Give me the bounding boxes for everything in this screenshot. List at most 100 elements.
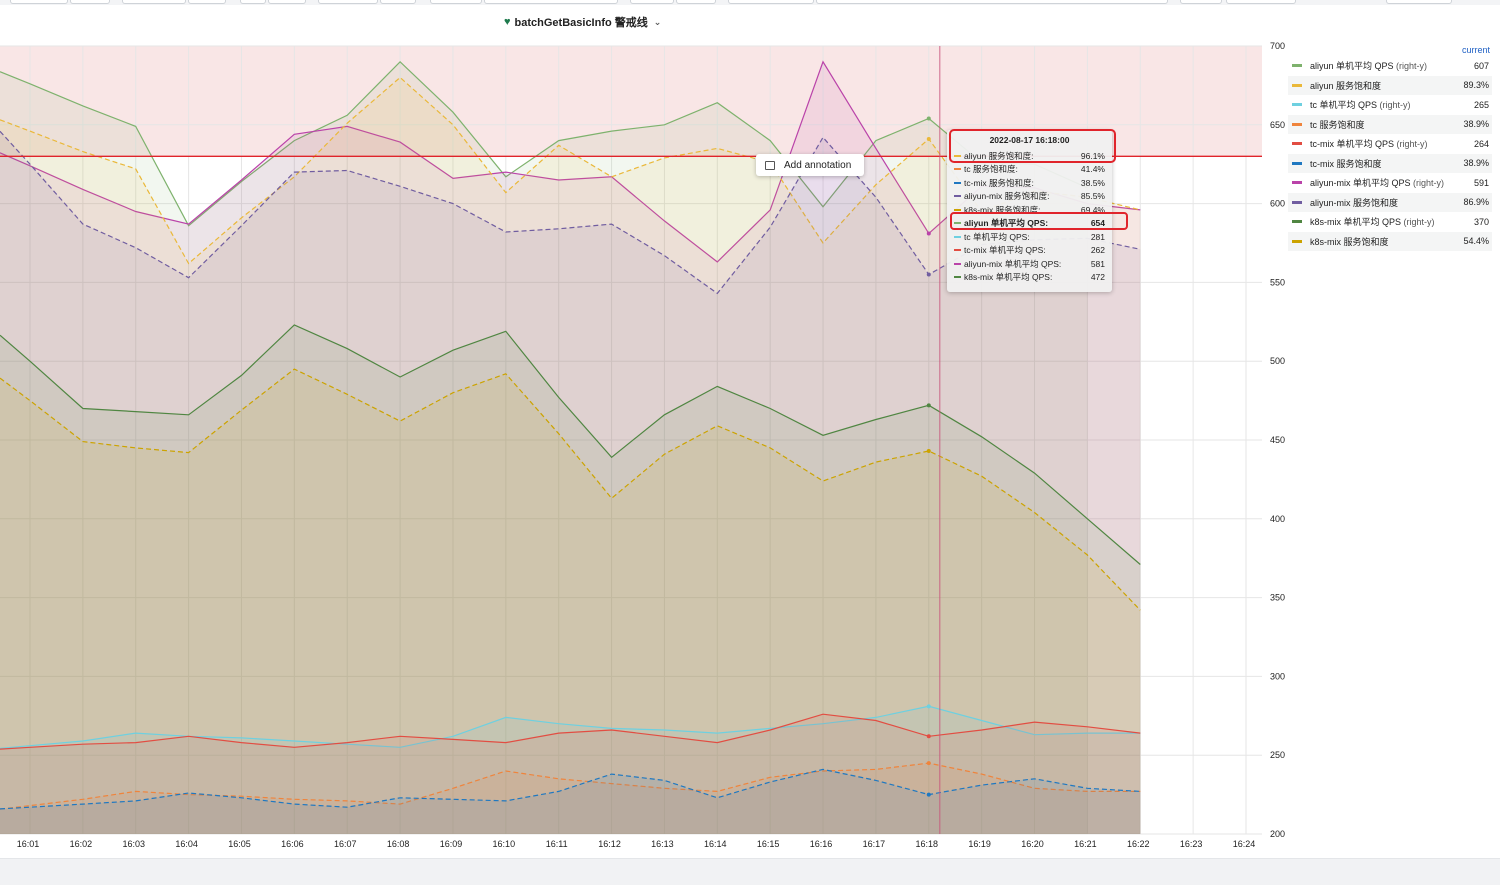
legend-item-name: k8s-mix 服务饱和度: [1310, 235, 1463, 248]
right-y-tick-label: 700: [1270, 41, 1285, 51]
legend: current aliyun 单机平均 QPS (right-y) 607 aliy…: [1288, 40, 1492, 251]
series-line: [0, 713, 1141, 750]
toolbar-field[interactable]: [630, 0, 674, 4]
tooltip-series-name: aliyun-mix 服务饱和度:: [964, 191, 1050, 202]
toolbar-field[interactable]: [1226, 0, 1296, 4]
tooltip-swatch: [954, 195, 961, 198]
toolbar-field[interactable]: [70, 0, 110, 4]
legend-item[interactable]: aliyun-mix 单机平均 QPS (right-y) 591: [1288, 173, 1492, 193]
tooltip-series-value: 96.1%: [1080, 150, 1105, 161]
tooltip-time: 2022-08-17 16:18:00: [989, 135, 1070, 145]
right-y-tick-label: 350: [1270, 593, 1285, 603]
legend-item[interactable]: aliyun-mix 服务饱和度 86.9%: [1288, 192, 1492, 212]
toolbar-field[interactable]: [816, 0, 1168, 4]
tooltip-swatch: [954, 276, 961, 279]
tooltip-series-name: tc 单机平均 QPS:: [964, 231, 1030, 242]
x-tick-label: 16:09: [440, 839, 463, 849]
right-y-tick-label: 550: [1270, 277, 1285, 287]
tooltip-row: tc 单机平均 QPS: 281: [947, 230, 1112, 244]
toolbar-field[interactable]: [10, 0, 68, 4]
series-area: [0, 769, 1141, 834]
legend-item-label: aliyun 单机平均 QPS: [1310, 61, 1394, 72]
legend-item[interactable]: tc-mix 服务饱和度 38.9%: [1288, 153, 1492, 173]
legend-item-value: 370: [1473, 216, 1489, 227]
toolbar-field[interactable]: [676, 0, 716, 4]
legend-item-label: aliyun-mix 服务饱和度: [1310, 197, 1399, 208]
legend-item[interactable]: k8s-mix 服务饱和度 54.4%: [1288, 231, 1492, 251]
tooltip-series-value: 472: [1090, 272, 1105, 283]
legend-swatch: [1292, 142, 1302, 146]
panel-title[interactable]: ♥ batchGetBasicInfo 警戒线 ⌄: [504, 14, 661, 30]
tooltip-series-value: 654: [1090, 218, 1105, 229]
x-tick-label: 16:08: [387, 839, 410, 849]
toolbar-field[interactable]: [484, 0, 618, 4]
legend-item[interactable]: aliyun 服务饱和度 89.3%: [1288, 75, 1492, 95]
toolbar-field[interactable]: [240, 0, 266, 4]
legend-item[interactable]: tc 单机平均 QPS (right-y) 265: [1288, 95, 1492, 115]
legend-swatch: [1292, 83, 1302, 87]
series-line: [0, 60, 1141, 263]
right-y-tick-label: 250: [1270, 750, 1285, 760]
add-annotation-button[interactable]: Add annotation: [756, 154, 864, 176]
legend-item-value: 54.4%: [1463, 236, 1489, 247]
series-area: [0, 714, 1141, 834]
x-tick-label: 16:03: [122, 839, 145, 849]
series-area: [0, 325, 1141, 834]
hover-point: [926, 403, 931, 408]
legend-item-value: 264: [1473, 138, 1489, 149]
toolbar-field[interactable]: [318, 0, 378, 4]
legend-item-value: 86.9%: [1463, 197, 1489, 208]
right-y-tick-label: 300: [1270, 671, 1285, 681]
toolbar-field[interactable]: [268, 0, 306, 4]
x-tick-label: 16:16: [810, 839, 833, 849]
legend-item-value: 265: [1473, 99, 1489, 110]
series-line: [0, 705, 1141, 749]
toolbar-field[interactable]: [122, 0, 186, 4]
tooltip-swatch: [954, 235, 961, 238]
tooltip-series-value: 85.5%: [1080, 191, 1105, 202]
right-y-tick-label: 600: [1270, 199, 1285, 209]
toolbar-field[interactable]: [1386, 0, 1452, 4]
legend-item-axis: (right-y): [1377, 100, 1411, 111]
toolbar-field[interactable]: [188, 0, 226, 4]
legend-item-label: k8s-mix 服务饱和度: [1310, 236, 1389, 247]
tooltip-swatch: [954, 181, 961, 184]
x-tick-label: 16:14: [704, 839, 727, 849]
tooltip-row: tc 服务饱和度: 41.4%: [947, 163, 1112, 177]
tooltip-swatch: [954, 154, 961, 157]
legend-item-axis: (right-y): [1394, 139, 1428, 150]
tooltip-series-name: tc-mix 单机平均 QPS:: [964, 245, 1046, 256]
tooltip-series-value: 69.4%: [1080, 204, 1105, 215]
legend-item-name: aliyun 单机平均 QPS (right-y): [1310, 59, 1474, 72]
toolbar-field[interactable]: [728, 0, 814, 4]
hover-point: [926, 116, 931, 121]
heart-icon: ♥: [504, 16, 511, 28]
legend-item[interactable]: k8s-mix 单机平均 QPS (right-y) 370: [1288, 212, 1492, 232]
legend-item[interactable]: tc 服务饱和度 38.9%: [1288, 114, 1492, 134]
tooltip-row: aliyun 服务饱和度: 96.1%: [947, 149, 1112, 163]
legend-item-label: aliyun-mix 单机平均 QPS: [1310, 178, 1411, 189]
toolbar-strip: [0, 0, 1500, 5]
legend-item[interactable]: tc-mix 单机平均 QPS (right-y) 264: [1288, 134, 1492, 154]
x-tick-label: 16:15: [757, 839, 780, 849]
legend-header-current[interactable]: current: [1461, 45, 1490, 55]
toolbar-field[interactable]: [430, 0, 482, 4]
right-y-tick-label: 400: [1270, 514, 1285, 524]
legend-item-label: tc-mix 服务饱和度: [1310, 158, 1382, 169]
legend-item[interactable]: aliyun 单机平均 QPS (right-y) 607: [1288, 56, 1492, 76]
x-tick-label: 16:02: [70, 839, 93, 849]
tooltip-series-name: k8s-mix 服务饱和度:: [964, 204, 1041, 215]
series-area: [0, 706, 1141, 834]
chevron-down-icon[interactable]: ⌄: [653, 16, 662, 27]
toolbar-field[interactable]: [380, 0, 416, 4]
tooltip-swatch: [954, 222, 961, 225]
tooltip-row: tc-mix 服务饱和度: 38.5%: [947, 176, 1112, 190]
right-y-tick-label: 200: [1270, 829, 1285, 839]
tooltip-swatch: [954, 262, 961, 265]
tooltip-row: k8s-mix 单机平均 QPS: 472: [947, 271, 1112, 285]
legend-item-name: aliyun-mix 单机平均 QPS (right-y): [1310, 176, 1474, 189]
toolbar-field[interactable]: [1180, 0, 1222, 4]
legend-item-name: tc 单机平均 QPS (right-y): [1310, 98, 1474, 111]
x-tick-label: 16:11: [546, 839, 568, 849]
